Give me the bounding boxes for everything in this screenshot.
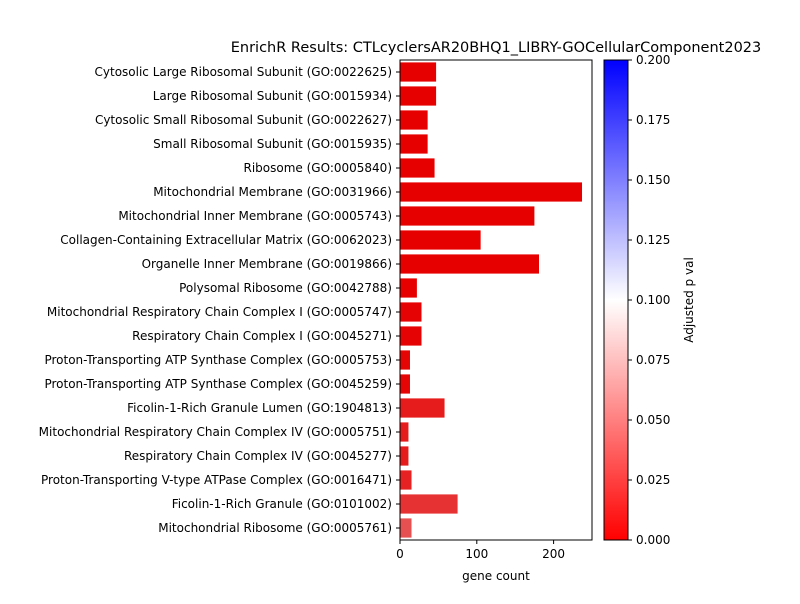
bar [400, 470, 412, 490]
x-tick-label: 200 [542, 547, 565, 561]
category-label: Cytosolic Large Ribosomal Subunit (GO:00… [95, 65, 392, 79]
bar [400, 158, 435, 178]
plot-frame [399, 59, 593, 541]
bar [400, 110, 428, 130]
bar [400, 518, 412, 538]
category-label: Ribosome (GO:0005840) [244, 161, 393, 175]
category-label: Respiratory Chain Complex IV (GO:0045277… [124, 449, 392, 463]
category-label: Large Ribosomal Subunit (GO:0015934) [153, 89, 392, 103]
bar [400, 254, 540, 274]
bars-layer [400, 62, 583, 538]
category-label: Collagen-Containing Extracellular Matrix… [60, 233, 392, 247]
category-label: Proton-Transporting ATP Synthase Complex… [44, 377, 392, 391]
bar [400, 86, 437, 106]
category-label: Mitochondrial Respiratory Chain Complex … [47, 305, 392, 319]
colorbar-tick-label: 0.175 [636, 113, 670, 127]
colorbar-label: Adjusted p val [682, 257, 696, 343]
category-label: Polysomal Ribosome (GO:0042788) [179, 281, 392, 295]
colorbar-tick-label: 0.075 [636, 353, 670, 367]
category-label: Mitochondrial Inner Membrane (GO:0005743… [118, 209, 392, 223]
colorbar-tick-label: 0.025 [636, 473, 670, 487]
bar [400, 206, 535, 226]
colorbar-tick-label: 0.050 [636, 413, 670, 427]
category-label: Ficolin-1-Rich Granule (GO:0101002) [172, 497, 392, 511]
category-label: Ficolin-1-Rich Granule Lumen (GO:1904813… [127, 401, 392, 415]
bar [400, 422, 409, 442]
category-label: Proton-Transporting ATP Synthase Complex… [44, 353, 392, 367]
bar [400, 134, 428, 154]
chart-title: EnrichR Results: CTLcyclersAR20BHQ1_LIBR… [231, 40, 762, 56]
bar [400, 446, 409, 466]
bar [400, 398, 445, 418]
colorbar-tick-label: 0.100 [636, 293, 670, 307]
category-label: Proton-Transporting V-type ATPase Comple… [41, 473, 392, 487]
category-label: Organelle Inner Membrane (GO:0019866) [142, 257, 392, 271]
bar [400, 326, 422, 346]
x-axis-ticks: 0 100 200 [396, 540, 565, 561]
colorbar-tick-label: 0.150 [636, 173, 670, 187]
colorbar-gradient [603, 59, 629, 541]
bar [400, 494, 458, 514]
x-tick-label: 0 [396, 547, 404, 561]
bar [400, 62, 437, 82]
bar [400, 278, 417, 298]
category-label: Mitochondrial Ribosome (GO:0005761) [158, 521, 392, 535]
bar [400, 182, 583, 202]
category-label: Mitochondrial Respiratory Chain Complex … [39, 425, 392, 439]
bar [400, 302, 422, 322]
category-label: Cytosolic Small Ribosomal Subunit (GO:00… [95, 113, 392, 127]
category-labels: Cytosolic Large Ribosomal Subunit (GO:00… [39, 65, 400, 535]
bar [400, 374, 410, 394]
colorbar-tick-label: 0.125 [636, 233, 670, 247]
x-tick-label: 100 [465, 547, 488, 561]
bar [400, 350, 410, 370]
x-axis-label: gene count [462, 569, 530, 583]
colorbar-tick-label: 0.200 [636, 53, 670, 67]
bar [400, 230, 481, 250]
colorbar-tick-label: 0.000 [636, 533, 670, 547]
colorbar-ticks: 0.000 0.025 0.050 0.075 0.100 0.125 0.150 0.175… [628, 53, 670, 547]
category-label: Mitochondrial Membrane (GO:0031966) [153, 185, 392, 199]
category-label: Respiratory Chain Complex I (GO:0045271) [132, 329, 392, 343]
category-label: Small Ribosomal Subunit (GO:0015935) [153, 137, 392, 151]
